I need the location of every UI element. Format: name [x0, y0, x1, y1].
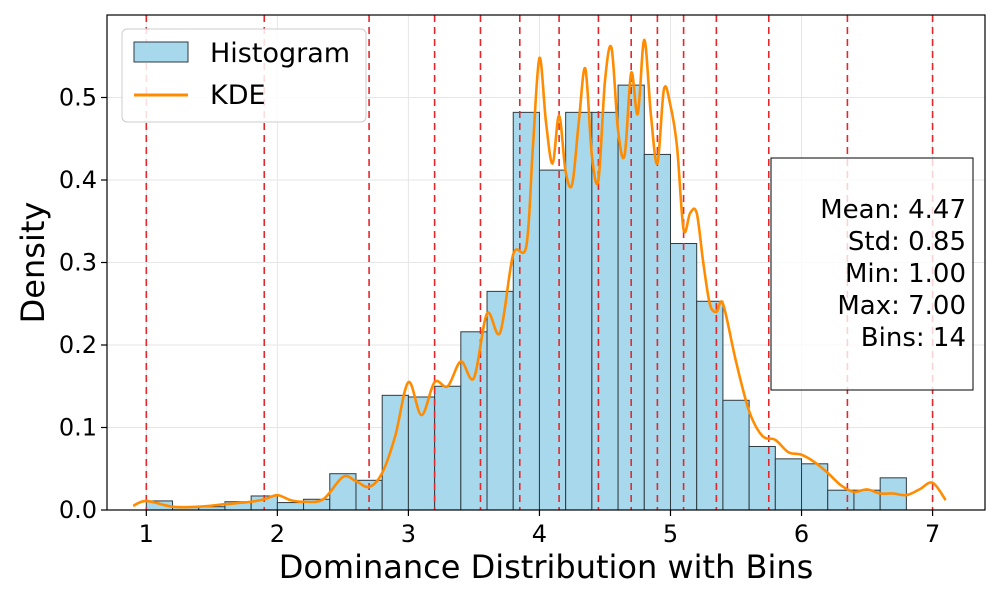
histogram-bar	[748, 445, 776, 511]
x-axis-ticks: 1 2 3 4 5 6 7	[139, 510, 940, 548]
y-tick-label: 0.2	[59, 331, 97, 359]
y-axis-title: Density	[14, 202, 52, 324]
histogram-bar	[512, 111, 540, 511]
x-tick-label: 7	[925, 520, 940, 548]
histogram-bar	[460, 331, 488, 511]
stats-mean: Mean: 4.47	[820, 195, 966, 225]
histogram-bar	[381, 394, 409, 511]
y-tick-label: 0.1	[59, 414, 97, 442]
legend-histogram-label: Histogram	[210, 38, 350, 69]
kde-line	[132, 38, 947, 509]
x-tick-label: 2	[270, 520, 285, 548]
histogram-bar	[434, 385, 462, 511]
bin-edge-lines	[145, 15, 934, 510]
stats-min: Min: 1.00	[845, 259, 966, 289]
x-tick-label: 1	[139, 520, 154, 548]
stats-box-frame	[770, 157, 974, 391]
histogram-bar	[696, 300, 724, 511]
legend-histogram-swatch	[133, 41, 189, 63]
stats-std: Std: 0.85	[848, 227, 966, 257]
x-tick-label: 3	[401, 520, 416, 548]
histogram-bar	[276, 502, 305, 511]
legend-kde-label: KDE	[210, 80, 266, 111]
legend: Histogram KDE	[121, 28, 367, 123]
histogram-bar	[722, 399, 750, 511]
y-tick-label: 0.4	[59, 166, 97, 194]
histogram-bar	[591, 111, 619, 511]
histogram-bar	[486, 290, 514, 511]
x-tick-label: 5	[663, 520, 678, 548]
histogram-bar	[774, 458, 803, 511]
stats-max: Max: 7.00	[837, 291, 966, 321]
x-axis-title: Dominance Distribution with Bins	[279, 548, 814, 586]
histogram-bar	[827, 489, 855, 511]
kde-curve	[132, 38, 947, 509]
y-tick-label: 0.5	[59, 84, 97, 112]
histogram-bar	[538, 169, 567, 511]
y-axis-ticks: 0.0 0.1 0.2 0.3 0.4 0.5	[59, 84, 107, 524]
stats-bins: Bins: 14	[861, 323, 966, 353]
stats-box: Mean: 4.47 Std: 0.85 Min: 1.00 Max: 7.00…	[770, 157, 974, 391]
histogram-bar	[565, 111, 593, 511]
y-tick-label: 0.3	[59, 249, 97, 277]
x-tick-label: 6	[794, 520, 809, 548]
x-tick-label: 4	[532, 520, 547, 548]
y-tick-label: 0.0	[59, 496, 97, 524]
